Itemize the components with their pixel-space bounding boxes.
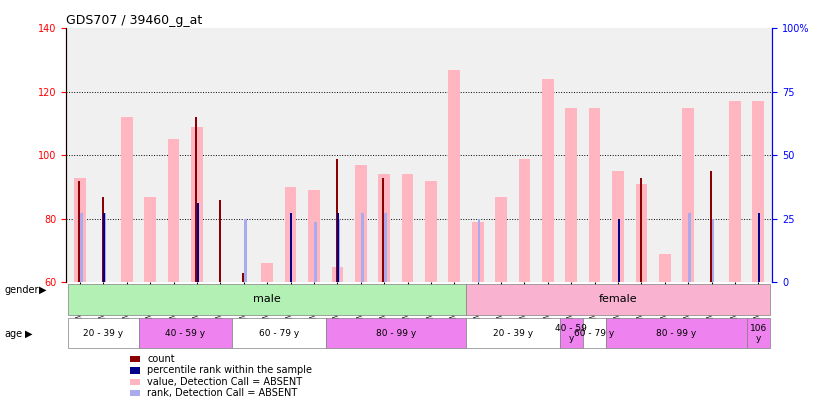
Bar bbox=[710, 171, 712, 282]
Bar bbox=[466, 284, 770, 315]
Bar bbox=[565, 108, 577, 282]
Text: GDS707 / 39460_g_at: GDS707 / 39460_g_at bbox=[66, 14, 202, 27]
Text: count: count bbox=[147, 354, 175, 364]
Bar bbox=[384, 213, 387, 282]
Bar bbox=[635, 184, 648, 282]
Bar bbox=[477, 219, 481, 282]
Bar bbox=[583, 318, 606, 348]
Bar bbox=[69, 284, 466, 315]
Bar bbox=[261, 263, 273, 282]
Text: value, Detection Call = ABSENT: value, Detection Call = ABSENT bbox=[147, 377, 302, 387]
Text: percentile rank within the sample: percentile rank within the sample bbox=[147, 365, 312, 375]
Text: female: female bbox=[599, 294, 638, 304]
Bar bbox=[519, 158, 530, 282]
Bar bbox=[130, 356, 140, 362]
Bar bbox=[291, 213, 292, 282]
Bar bbox=[78, 181, 80, 282]
Bar bbox=[639, 178, 642, 282]
Text: age: age bbox=[4, 329, 22, 339]
Bar bbox=[618, 219, 620, 282]
Bar bbox=[542, 79, 553, 282]
Bar bbox=[168, 139, 179, 282]
Bar bbox=[242, 273, 244, 282]
Bar bbox=[130, 379, 140, 385]
Bar bbox=[69, 318, 139, 348]
Bar bbox=[232, 318, 325, 348]
Bar bbox=[331, 266, 343, 282]
Bar bbox=[466, 318, 559, 348]
Bar bbox=[80, 213, 83, 282]
Bar bbox=[145, 197, 156, 282]
Text: ▶: ▶ bbox=[39, 285, 46, 294]
Bar bbox=[382, 178, 384, 282]
Bar bbox=[472, 222, 483, 282]
Text: 80 - 99 y: 80 - 99 y bbox=[376, 329, 416, 338]
Text: rank, Detection Call = ABSENT: rank, Detection Call = ABSENT bbox=[147, 388, 297, 398]
Bar bbox=[361, 213, 363, 282]
Bar bbox=[139, 318, 232, 348]
Bar bbox=[682, 108, 694, 282]
Bar bbox=[337, 219, 340, 282]
Text: 106
y: 106 y bbox=[750, 324, 767, 343]
Bar bbox=[197, 203, 199, 282]
Bar bbox=[103, 213, 107, 282]
Bar bbox=[589, 108, 601, 282]
Bar bbox=[355, 165, 367, 282]
Bar bbox=[244, 219, 247, 282]
Bar bbox=[425, 181, 437, 282]
Bar bbox=[401, 175, 413, 282]
Bar bbox=[606, 318, 747, 348]
Bar bbox=[659, 254, 671, 282]
Bar bbox=[449, 70, 460, 282]
Bar bbox=[688, 213, 691, 282]
Bar bbox=[612, 171, 624, 282]
Bar bbox=[711, 219, 714, 282]
Bar bbox=[219, 200, 221, 282]
Text: ▶: ▶ bbox=[25, 329, 32, 339]
Bar bbox=[121, 117, 133, 282]
Bar bbox=[559, 318, 583, 348]
Text: 40 - 59
y: 40 - 59 y bbox=[555, 324, 587, 343]
Bar bbox=[102, 197, 104, 282]
Bar bbox=[325, 318, 466, 348]
Text: 80 - 99 y: 80 - 99 y bbox=[657, 329, 696, 338]
Bar bbox=[335, 158, 338, 282]
Bar bbox=[378, 175, 390, 282]
Bar bbox=[74, 178, 86, 282]
Bar bbox=[308, 190, 320, 282]
Bar bbox=[196, 117, 197, 282]
Bar bbox=[496, 197, 507, 282]
Text: 40 - 59 y: 40 - 59 y bbox=[165, 329, 206, 338]
Bar bbox=[314, 222, 316, 282]
Bar bbox=[729, 101, 741, 282]
Text: 60 - 79 y: 60 - 79 y bbox=[574, 329, 615, 338]
Text: gender: gender bbox=[4, 285, 39, 294]
Text: 20 - 39 y: 20 - 39 y bbox=[492, 329, 533, 338]
Bar bbox=[191, 127, 203, 282]
Text: 20 - 39 y: 20 - 39 y bbox=[83, 329, 124, 338]
Bar bbox=[130, 367, 140, 373]
Bar bbox=[285, 187, 297, 282]
Bar bbox=[747, 318, 770, 348]
Text: male: male bbox=[254, 294, 281, 304]
Bar bbox=[752, 101, 764, 282]
Bar bbox=[130, 390, 140, 396]
Bar bbox=[337, 213, 339, 282]
Bar bbox=[103, 213, 105, 282]
Bar bbox=[758, 213, 760, 282]
Text: 60 - 79 y: 60 - 79 y bbox=[259, 329, 299, 338]
